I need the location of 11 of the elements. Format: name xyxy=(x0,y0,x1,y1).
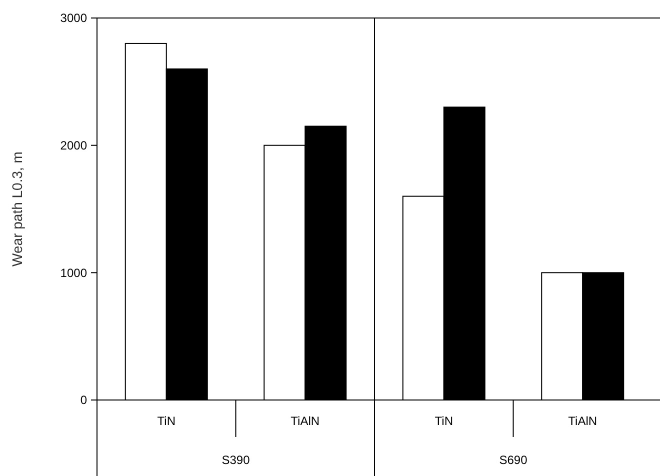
y-axis-title: Wear path L0.3, m xyxy=(9,152,25,266)
y-tick-label: 1000 xyxy=(60,266,88,280)
x-tick-label: TiAlN xyxy=(290,414,320,428)
x-tick-label: TiAlN xyxy=(568,414,598,428)
text: S390 xyxy=(222,453,250,467)
y-tick-label: 0 xyxy=(80,393,88,408)
y-tick-label: 3000 xyxy=(60,11,88,26)
text: S690 xyxy=(499,453,528,467)
x-tick-label: TiN xyxy=(157,414,176,428)
y-tick-label: 2000 xyxy=(60,138,88,153)
x-tick-label: TiN xyxy=(434,414,453,428)
